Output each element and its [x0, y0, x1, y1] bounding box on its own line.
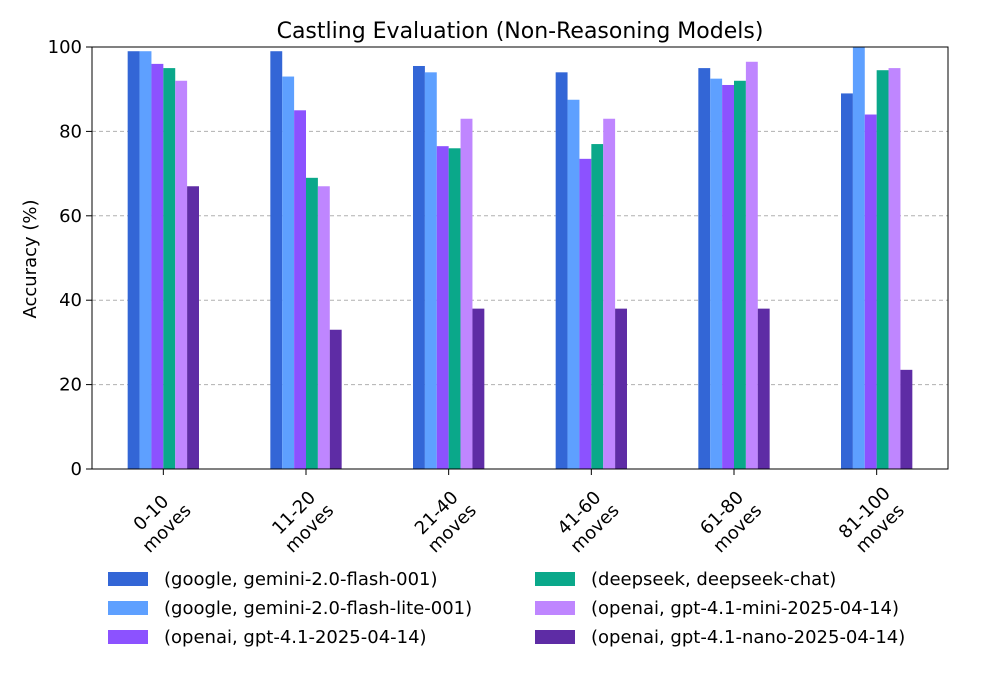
bar — [841, 93, 853, 470]
bar — [282, 76, 295, 469]
bar — [722, 84, 734, 469]
legend-swatch — [535, 601, 575, 615]
bar — [555, 72, 568, 469]
y-tick-label: 20 — [59, 375, 82, 396]
legend-swatch — [108, 572, 148, 586]
legend-swatch — [535, 630, 575, 644]
bar — [460, 118, 473, 470]
y-tick-label: 40 — [59, 290, 82, 311]
bar — [852, 47, 865, 469]
legend-label: (google, gemini-2.0-flash-lite-001) — [164, 598, 472, 619]
bar — [757, 308, 770, 469]
bar — [163, 68, 176, 469]
y-axis-label: Accuracy (%) — [20, 199, 41, 318]
legend-swatch — [108, 601, 148, 615]
bar — [579, 158, 592, 469]
bar — [615, 308, 627, 469]
plot-frame — [91, 46, 949, 470]
bar — [864, 114, 877, 470]
legend-label: (openai, gpt-4.1-mini-2025-04-14) — [591, 598, 899, 619]
bar — [900, 369, 913, 469]
legend-label: (deepseek, deepseek-chat) — [591, 569, 836, 590]
bar — [187, 186, 199, 469]
x-tick-label: 11-20moves — [266, 485, 339, 558]
legend: (google, gemini-2.0-flash-001) (google, g… — [108, 569, 905, 648]
bars — [127, 47, 913, 470]
bar — [448, 148, 461, 469]
bar — [424, 72, 437, 469]
bar — [306, 177, 318, 469]
bar — [567, 99, 580, 469]
bar — [270, 51, 283, 469]
x-tick-label: 61-80moves — [694, 485, 767, 558]
bar — [151, 63, 164, 469]
bar — [139, 51, 152, 469]
legend-swatch — [108, 630, 148, 644]
bar — [591, 144, 604, 469]
bar — [294, 110, 306, 470]
legend-swatch — [535, 572, 575, 586]
legend-label: (openai, gpt-4.1-2025-04-14) — [164, 627, 427, 648]
bar — [472, 308, 485, 469]
x-tick-label: 0-10moves — [123, 485, 196, 558]
bar — [698, 68, 711, 469]
chart-title: Castling Evaluation (Non-Reasoning Model… — [277, 19, 764, 44]
gridlines — [92, 130, 948, 386]
y-tick-label: 100 — [48, 37, 82, 58]
y-tick-label: 80 — [59, 121, 82, 142]
x-tick-label: 21-40moves — [408, 485, 481, 558]
bar — [603, 118, 616, 470]
legend-label: (google, gemini-2.0-flash-001) — [164, 569, 438, 590]
x-tick-label: 81-100moves — [835, 483, 910, 558]
bar — [876, 70, 889, 470]
bar — [175, 80, 188, 469]
x-tick-label: 41-60moves — [551, 485, 624, 558]
legend-label: (openai, gpt-4.1-nano-2025-04-14) — [591, 627, 905, 648]
bar — [317, 186, 330, 469]
bar — [710, 78, 723, 470]
bar — [745, 61, 758, 470]
bar — [127, 51, 140, 469]
bar — [436, 146, 449, 470]
bar — [329, 329, 342, 469]
bar — [413, 65, 425, 470]
y-tick-label: 0 — [71, 459, 82, 480]
bar — [734, 80, 746, 469]
bar — [888, 68, 901, 469]
y-tick-label: 60 — [59, 206, 82, 227]
